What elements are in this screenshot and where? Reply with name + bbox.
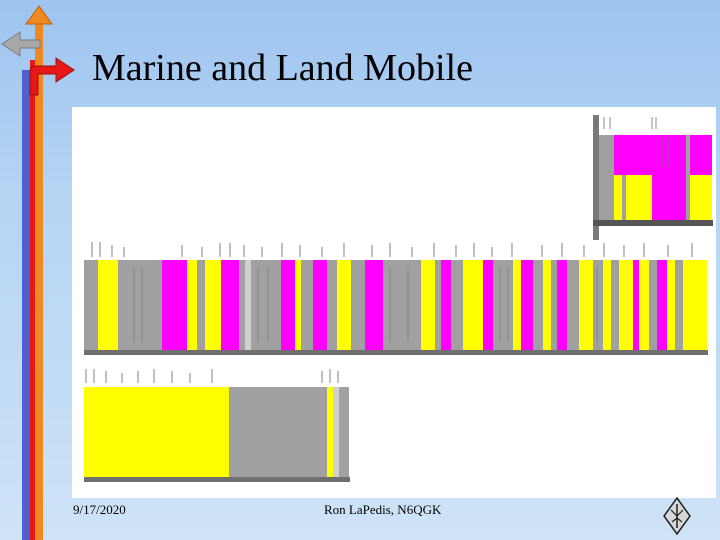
band-segment [197, 260, 205, 350]
next-arrow-icon[interactable] [29, 57, 75, 96]
band-segment [84, 477, 350, 482]
band-segment [401, 260, 421, 350]
up-arrow-icon[interactable] [25, 5, 53, 25]
band-segment [649, 260, 657, 350]
inset-gray [599, 135, 614, 220]
bottom-row-labels [85, 369, 339, 383]
band-segment [313, 260, 327, 350]
main-row-labels [91, 242, 693, 257]
band-segment [162, 260, 187, 350]
band-segment [543, 260, 551, 350]
band-segment [229, 387, 245, 477]
band-segment [579, 260, 593, 350]
band-segment [383, 260, 401, 350]
band-segment [187, 260, 197, 350]
inset-gray-3 [686, 135, 690, 220]
inset-magenta-top [614, 135, 686, 175]
red-bar [30, 60, 35, 540]
band-segment [339, 387, 349, 477]
back-arrow-icon[interactable] [1, 31, 41, 57]
band-segment [351, 260, 365, 350]
band-segment [533, 260, 543, 350]
band-segment [603, 260, 611, 350]
navigation-arrows [1, 5, 75, 540]
band-segment [327, 387, 333, 477]
band-segment [327, 260, 337, 350]
footer-date: 9/17/2020 [73, 502, 126, 517]
main-row-bands [84, 260, 708, 355]
band-segment [231, 260, 239, 350]
inset-gray-2 [622, 175, 626, 220]
band-segment [619, 260, 633, 350]
band-segment [633, 260, 639, 350]
band-segment [521, 260, 533, 350]
band-segment [337, 260, 351, 350]
band-segment [118, 260, 122, 350]
band-segment [245, 260, 251, 350]
top-right-inset [593, 115, 713, 240]
band-segment [551, 260, 557, 350]
band-segment [421, 260, 435, 350]
band-segment [435, 260, 441, 350]
band-segment [84, 387, 229, 477]
band-segment [493, 260, 513, 350]
band-segment [611, 260, 619, 350]
band-segment [675, 260, 683, 350]
band-segment [567, 260, 579, 350]
band-segment [84, 260, 98, 350]
band-segment [301, 260, 313, 350]
band-segment [513, 260, 521, 350]
band-segment [84, 350, 708, 355]
band-segment [639, 260, 649, 350]
inset-gray-left [593, 115, 599, 240]
inset-bottom-bar [593, 220, 713, 226]
band-segment [483, 260, 493, 350]
band-segment [205, 260, 221, 350]
band-segment [333, 387, 339, 477]
band-segment [251, 260, 281, 350]
band-segment [295, 260, 301, 350]
inset-yellow-2 [626, 175, 652, 220]
inset-magenta-2 [652, 175, 686, 220]
bottom-row-bands [84, 387, 350, 482]
footer-author: Ron LaPedis, N6QGK [324, 502, 442, 517]
arrl-diamond-logo [663, 496, 691, 536]
band-segment [245, 387, 323, 477]
band-segment [451, 260, 463, 350]
band-segment [697, 260, 707, 350]
band-segment [365, 260, 383, 350]
inset-yellow-1 [614, 175, 622, 220]
band-segment [441, 260, 451, 350]
band-segment [667, 260, 675, 350]
inset-yellow-3 [690, 175, 712, 220]
band-segment [657, 260, 667, 350]
band-segment [463, 260, 471, 350]
band-segment [471, 260, 483, 350]
band-segment [683, 260, 697, 350]
band-segment [221, 260, 231, 350]
frequency-allocation-chart [72, 107, 716, 498]
allocation-graphic [84, 115, 713, 482]
slide-title: Marine and Land Mobile [92, 47, 473, 89]
orange-bar [35, 22, 43, 540]
inset-magenta-3 [690, 135, 712, 175]
band-segment [98, 260, 118, 350]
band-segment [593, 260, 603, 350]
band-segment [557, 260, 567, 350]
blue-bar [22, 70, 30, 540]
band-segment [323, 387, 327, 477]
band-segment [281, 260, 295, 350]
band-segment [239, 260, 245, 350]
